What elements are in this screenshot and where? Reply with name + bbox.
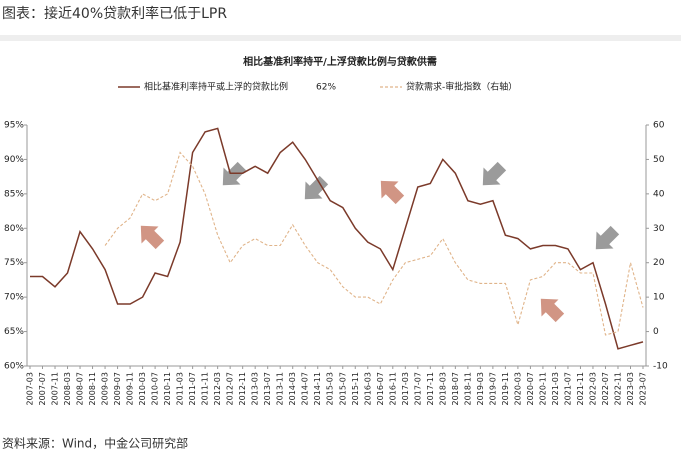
x-tick-label: 2020-07 (526, 372, 535, 405)
x-tick-label: 2019-07 (488, 372, 497, 405)
y2-tick-label: 40 (653, 189, 665, 199)
x-tick-label: 2012-11 (238, 372, 247, 405)
y-tick-label: 65% (4, 327, 24, 337)
arrows (140, 161, 620, 323)
x-tick-label: 2010-07 (151, 372, 160, 405)
x-tick-label: 2019-11 (501, 372, 510, 405)
x-tick-label: 2013-11 (276, 372, 285, 405)
x-tick-label: 2017-11 (426, 372, 435, 405)
y-tick-label: 70% (4, 293, 24, 303)
legend-label: 相比基准利率持平或上浮的贷款比例 (144, 81, 288, 93)
x-tick-label: 2008-11 (88, 372, 97, 405)
y2-tick-label: 20 (653, 258, 665, 268)
y2-tick-label: 60 (653, 121, 665, 131)
x-tick-label: 2007-07 (38, 372, 47, 405)
x-tick-label: 2018-11 (463, 372, 472, 405)
x-tick-label: 2011-03 (176, 372, 185, 405)
x-tick-label: 2011-07 (188, 372, 197, 405)
x-tick-label: 2016-07 (376, 372, 385, 405)
x-tick-label: 2014-11 (313, 372, 322, 405)
y-tick-label: 80% (4, 224, 24, 234)
x-tick-label: 2018-07 (451, 372, 460, 405)
x-tick-label: 2012-07 (226, 372, 235, 405)
x-tick-label: 2009-03 (101, 372, 110, 405)
x-tick-label: 2022-11 (613, 372, 622, 405)
annotation: 62% (316, 83, 336, 93)
x-tick-label: 2022-07 (601, 372, 610, 405)
x-tick-label: 2023-03 (626, 372, 635, 405)
x-tick-label: 2017-07 (413, 372, 422, 405)
x-tick-label: 2019-03 (476, 372, 485, 405)
page-title: 图表：接近40%贷款利率已低于LPR (2, 5, 227, 22)
y-tick-label: 60% (4, 362, 24, 372)
y2-tick-label: 50 (653, 155, 665, 165)
x-tick-label: 2008-03 (63, 372, 72, 405)
x-tick-label: 2021-03 (551, 372, 560, 405)
x-tick-label: 2007-03 (26, 372, 35, 405)
legend-label: 贷款需求-审批指数（右轴） (406, 81, 517, 93)
x-tick-label: 2009-11 (126, 372, 135, 405)
x-tick-label: 2016-11 (388, 372, 397, 405)
x-tick-label: 2010-11 (163, 372, 172, 405)
x-tick-label: 2021-11 (576, 372, 585, 405)
x-tick-label: 2008-07 (76, 372, 85, 405)
series-line (30, 127, 644, 350)
source: 资料来源：Wind，中金公司研究部 (2, 436, 188, 451)
x-tick-label: 2014-03 (288, 372, 297, 405)
series-line (104, 151, 644, 336)
x-tick-label: 2018-03 (438, 372, 447, 405)
x-tick-label: 2015-03 (326, 372, 335, 405)
y-tick-label: 85% (4, 189, 24, 199)
y-tick-label: 95% (4, 121, 24, 131)
x-tick-label: 2007-11 (51, 372, 60, 405)
x-tick-label: 2015-11 (351, 372, 360, 405)
y2-tick-label: 0 (653, 327, 659, 337)
x-tick-label: 2015-07 (338, 372, 347, 405)
x-tick-label: 2013-07 (263, 372, 272, 405)
y-tick-label: 90% (4, 155, 24, 165)
x-tick-label: 2023-07 (639, 372, 648, 405)
x-tick-label: 2009-07 (113, 372, 122, 405)
y-tick-label: 75% (4, 258, 24, 268)
chart-title: 相比基准利率持平/上浮贷款比例与贷款供需 (243, 55, 437, 68)
x-tick-label: 2017-03 (401, 372, 410, 405)
x-tick-label: 2011-11 (201, 372, 210, 405)
x-tick-label: 2020-03 (513, 372, 522, 405)
y2-tick-label: -10 (653, 362, 668, 372)
x-tick-label: 2021-07 (563, 372, 572, 405)
x-tick-label: 2016-03 (363, 372, 372, 405)
y2-tick-label: 10 (653, 293, 665, 303)
x-tick-label: 2022-03 (588, 372, 597, 405)
x-tick-label: 2020-11 (538, 372, 547, 405)
y2-tick-label: 30 (653, 224, 665, 234)
x-tick-label: 2012-03 (213, 372, 222, 405)
x-tick-label: 2010-03 (138, 372, 147, 405)
x-tick-label: 2013-03 (251, 372, 260, 405)
x-tick-label: 2014-07 (301, 372, 310, 405)
